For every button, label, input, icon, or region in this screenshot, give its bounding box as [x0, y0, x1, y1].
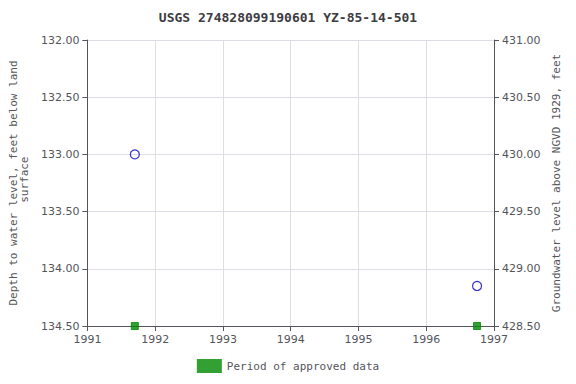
svg-text:133.00: 133.00 [41, 148, 80, 161]
svg-text:133.50: 133.50 [41, 205, 80, 218]
svg-text:Period of approved data: Period of approved data [227, 360, 379, 373]
svg-text:134.50: 134.50 [41, 320, 80, 333]
svg-text:429.00: 429.00 [502, 262, 541, 275]
svg-text:Groundwater level above NGVD 1: Groundwater level above NGVD 1929, feet [550, 54, 563, 312]
svg-text:surface: surface [18, 157, 31, 210]
svg-text:USGS 274828099190601 YZ-85-14-: USGS 274828099190601 YZ-85-14-501 [159, 10, 417, 25]
svg-text:132.50: 132.50 [41, 91, 80, 104]
svg-text:134.00: 134.00 [41, 262, 80, 275]
svg-text:132.00: 132.00 [41, 34, 80, 47]
svg-text:1992: 1992 [141, 333, 169, 346]
svg-text:431.00: 431.00 [502, 34, 541, 47]
svg-text:430.00: 430.00 [502, 148, 541, 161]
svg-text:429.50: 429.50 [502, 205, 541, 218]
svg-text:428.50: 428.50 [502, 320, 541, 333]
svg-text:1991: 1991 [73, 333, 101, 346]
svg-text:Depth to water level, feet bel: Depth to water level, feet below land [7, 60, 20, 306]
svg-text:1997: 1997 [480, 333, 508, 346]
svg-text:1994: 1994 [277, 333, 305, 346]
svg-text:1993: 1993 [209, 333, 237, 346]
svg-text:1995: 1995 [344, 333, 372, 346]
svg-text:1996: 1996 [412, 333, 440, 346]
svg-text:430.50: 430.50 [502, 91, 541, 104]
